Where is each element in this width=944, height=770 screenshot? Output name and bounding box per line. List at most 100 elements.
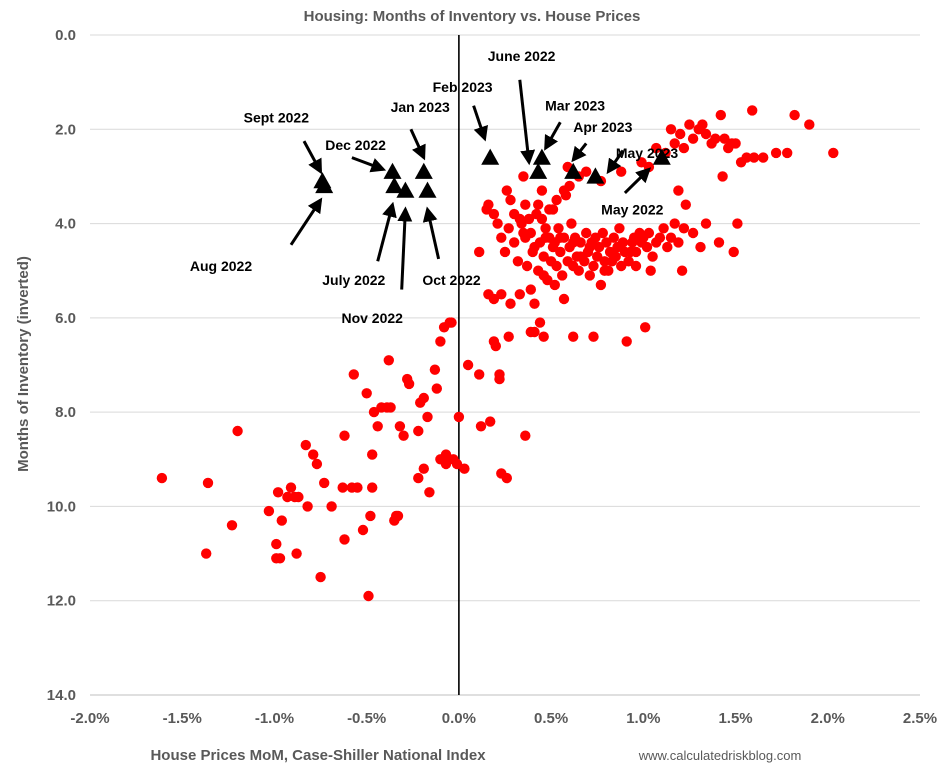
- x-tick-label: 1.5%: [718, 710, 752, 727]
- annotation-arrow: [422, 206, 441, 260]
- data-point: [308, 449, 319, 460]
- data-point: [540, 223, 551, 234]
- data-point: [621, 336, 632, 347]
- data-point: [669, 138, 680, 149]
- data-point: [501, 185, 512, 196]
- data-point: [494, 373, 505, 385]
- data-point: [315, 571, 326, 583]
- data-point: [728, 246, 739, 258]
- data-point: [564, 180, 575, 192]
- annotation-label: Feb 2023: [433, 79, 493, 95]
- annotation-labels: Sept 2022 Dec 2022 Jan 2023 Feb 2023 June 20…: [190, 48, 678, 326]
- data-point: [367, 482, 378, 493]
- data-point: [647, 251, 658, 262]
- data-point: [662, 241, 673, 253]
- data-point: [398, 430, 409, 441]
- annotation-label: Oct 2022: [422, 272, 481, 288]
- y-tick-label: 8.0: [55, 404, 76, 421]
- data-point: [678, 142, 690, 154]
- data-point: [568, 237, 579, 248]
- data-point: [202, 477, 214, 489]
- data-point: [483, 199, 494, 210]
- data-point: [700, 128, 712, 140]
- data-point: [665, 124, 677, 135]
- data-point: [485, 416, 496, 427]
- data-point: [551, 260, 562, 272]
- annotation-arrow: [623, 167, 652, 194]
- data-point: [527, 246, 538, 258]
- data-point: [156, 472, 168, 484]
- data-point: [684, 119, 695, 130]
- data-point: [669, 218, 680, 229]
- data-point: [651, 142, 662, 154]
- y-tick-label: 12.0: [47, 593, 76, 610]
- data-point: [782, 147, 793, 159]
- data-point: [608, 232, 619, 243]
- data-point: [453, 411, 465, 423]
- y-tick-label: 6.0: [55, 310, 76, 327]
- data-point: [616, 166, 627, 177]
- data-point: [383, 355, 394, 366]
- annotation-arrow: [351, 156, 387, 173]
- data-point: [367, 449, 378, 460]
- data-point: [597, 227, 608, 239]
- annotation-label: July 2022: [322, 272, 385, 288]
- data-point: [514, 289, 525, 300]
- data-point: [488, 293, 500, 305]
- data-point: [575, 251, 586, 262]
- data-point: [573, 265, 584, 276]
- data-point: [599, 265, 610, 276]
- data-point: [424, 487, 435, 498]
- annotation-label: Mar 2023: [545, 98, 605, 114]
- triangle-point: [564, 162, 583, 179]
- data-point: [339, 430, 350, 441]
- chart-title: Housing: Months of Inventory vs. House P…: [304, 8, 641, 25]
- annotation-label: Sept 2022: [244, 110, 310, 126]
- annotation-arrow: [376, 201, 397, 262]
- data-point: [512, 256, 524, 267]
- y-axis-title: Months of Inventory (inverted): [15, 256, 32, 472]
- x-tick-label: -0.5%: [347, 710, 386, 727]
- data-point: [730, 138, 741, 149]
- triangle-point: [418, 181, 437, 198]
- triangle-point: [315, 176, 334, 194]
- data-point: [501, 472, 512, 484]
- data-point: [595, 279, 607, 291]
- data-point: [557, 270, 568, 281]
- highlighted-points: [313, 148, 671, 198]
- data-point: [518, 227, 529, 239]
- data-point: [226, 520, 238, 531]
- data-point: [422, 411, 433, 423]
- data-point: [601, 237, 612, 248]
- data-point: [715, 109, 726, 121]
- x-tick-label: -2.0%: [70, 710, 109, 727]
- data-point: [592, 251, 603, 262]
- data-point: [368, 406, 380, 418]
- y-tick-label: 2.0: [55, 121, 76, 138]
- data-point: [747, 105, 758, 116]
- data-point: [496, 232, 507, 243]
- x-tick-label: 0.5%: [534, 710, 568, 727]
- data-point: [451, 458, 463, 470]
- data-point: [352, 482, 363, 493]
- axes: 0.0 2.0 4.0 6.0 8.0 10.0 12.0 14.0 -2.0% -1.5% -1.…: [47, 27, 937, 727]
- data-point: [673, 185, 684, 196]
- y-tick-label: 0.0: [55, 27, 76, 44]
- data-point: [446, 317, 457, 328]
- data-point: [645, 265, 656, 276]
- data-point: [542, 274, 553, 286]
- data-point: [418, 463, 429, 474]
- data-point: [529, 326, 540, 338]
- data-point: [695, 241, 706, 253]
- data-point: [413, 425, 424, 437]
- data-point: [828, 147, 839, 159]
- annotation-arrow: [472, 105, 488, 142]
- annotation-label: Nov 2022: [341, 310, 403, 326]
- triangle-point: [385, 176, 404, 194]
- data-point: [719, 133, 730, 144]
- annotation-arrow: [571, 142, 588, 163]
- data-point: [525, 284, 536, 295]
- data-point: [538, 251, 549, 262]
- data-point: [523, 213, 535, 225]
- data-point: [687, 227, 699, 239]
